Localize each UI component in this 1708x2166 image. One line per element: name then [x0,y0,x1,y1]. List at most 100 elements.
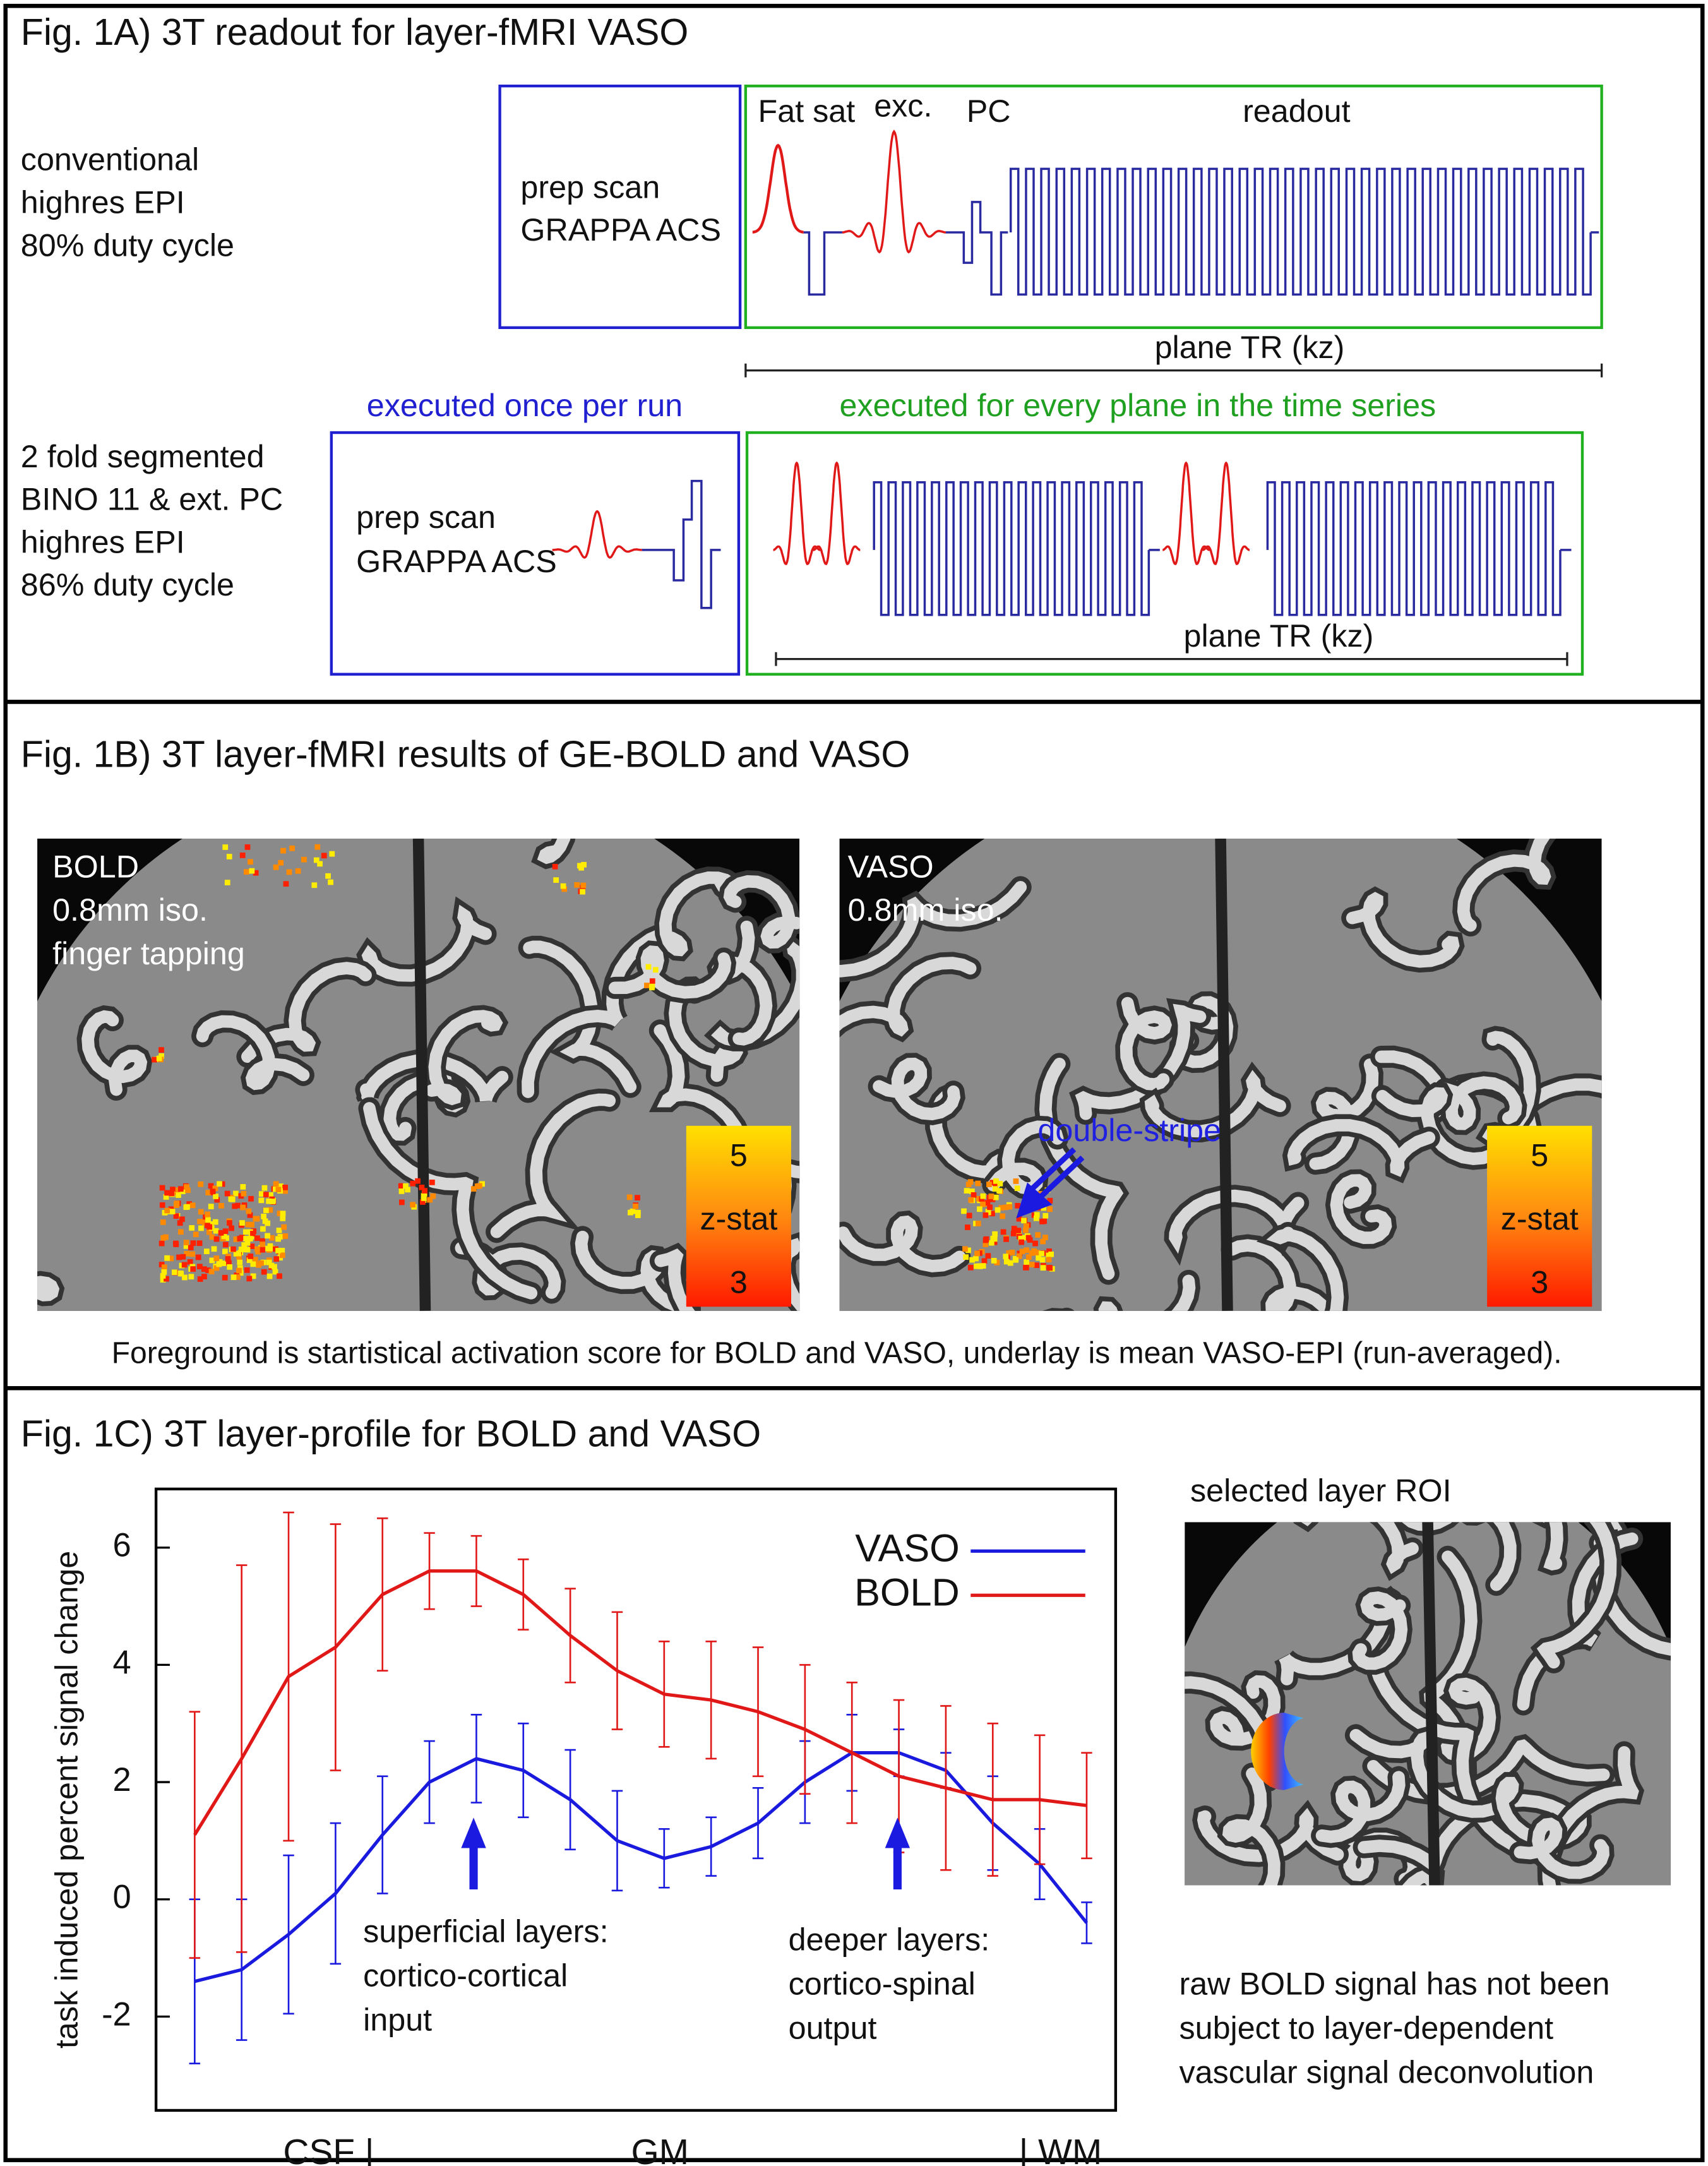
activation [253,870,259,876]
activation [266,1259,272,1265]
activation [197,1276,203,1282]
label: 3 [1531,1264,1548,1300]
activation [560,883,566,889]
activation [325,873,331,879]
activation [229,1225,234,1231]
activation [973,1255,979,1262]
activation [160,1277,166,1283]
activation [160,1235,167,1241]
activation [419,1184,425,1190]
activation [1003,1259,1010,1265]
activation [1034,1250,1040,1255]
activation [635,1195,640,1201]
activation [235,1202,241,1209]
activation [561,886,568,892]
waveform [945,201,1008,296]
activation [994,1259,1000,1265]
activation [205,1217,211,1223]
activation [197,1219,203,1224]
activation [979,1196,985,1202]
activation [980,1263,986,1269]
activation [180,1254,186,1260]
activation [183,1240,189,1246]
activation [982,1212,989,1218]
activation [998,1205,1005,1211]
activation [980,1201,986,1207]
gyrus [1376,1087,1506,1165]
gyrus [1358,1794,1580,1871]
waveform [842,129,946,254]
activation [169,1190,175,1197]
label: | WM [1019,2133,1102,2166]
activation [1029,1250,1035,1256]
activation [221,1260,227,1266]
activation [170,1187,176,1192]
activation [240,1184,246,1190]
activation [237,1236,243,1242]
activation [1016,1216,1022,1222]
gyrus [1330,1174,1392,1244]
activation [230,1246,236,1252]
activation [250,1261,256,1267]
activation [206,1229,212,1235]
activation [1023,1265,1029,1271]
label: GRAPPA ACS [356,543,557,579]
activation [1021,1218,1027,1224]
waveform [1009,167,1592,296]
activation [239,853,246,858]
gyrus [1536,1522,1617,1669]
gyrus [1210,1675,1281,1746]
activation [250,1231,256,1236]
activation [578,865,584,871]
activation [1000,1229,1006,1235]
activation [969,1188,975,1194]
label: double-stripe [1037,1112,1221,1148]
activation [1003,1236,1009,1242]
activation [420,1199,426,1205]
activation [1003,1204,1009,1211]
activation [1026,1254,1032,1260]
activation [982,1242,989,1248]
y-tick-label: 2 [113,1761,131,1798]
activation [281,1224,287,1230]
gyrus [81,1010,148,1096]
activation [164,1207,170,1214]
activation [160,1219,166,1225]
activation [249,868,255,874]
activation [216,1261,222,1267]
activation [258,1197,265,1204]
activation [967,1179,974,1185]
activation [247,1212,253,1218]
activation [258,1260,264,1266]
activation [966,1212,972,1219]
activation [635,1212,641,1218]
activation [1011,1226,1017,1231]
activation [991,1236,998,1242]
activation [430,1193,436,1199]
activation [238,1247,244,1252]
activation [222,1242,229,1248]
activation [1039,1257,1046,1263]
waveform [813,461,861,565]
label: vascular signal deconvolution [1179,2054,1594,2090]
gyrus [1440,1677,1496,1762]
gyrus [839,881,1027,978]
gyrus [1222,1767,1281,1886]
activation [410,1180,416,1187]
label: Fig. 1A) 3T readout for layer-fMRI VASO [21,11,688,53]
activation [177,1186,184,1192]
activation [240,1204,246,1211]
activation [263,1207,269,1214]
waveform [873,481,1150,616]
label: 3 [730,1264,748,1300]
label: executed for every plane in the time ser… [840,387,1436,423]
gyrus [490,1093,616,1238]
activation [968,1197,974,1203]
activation [1039,1219,1046,1224]
activation [184,1250,190,1257]
activation [1018,1239,1025,1245]
activation [283,881,289,887]
gyrus [522,927,669,1098]
activation [969,1257,975,1263]
activation [280,1211,286,1217]
